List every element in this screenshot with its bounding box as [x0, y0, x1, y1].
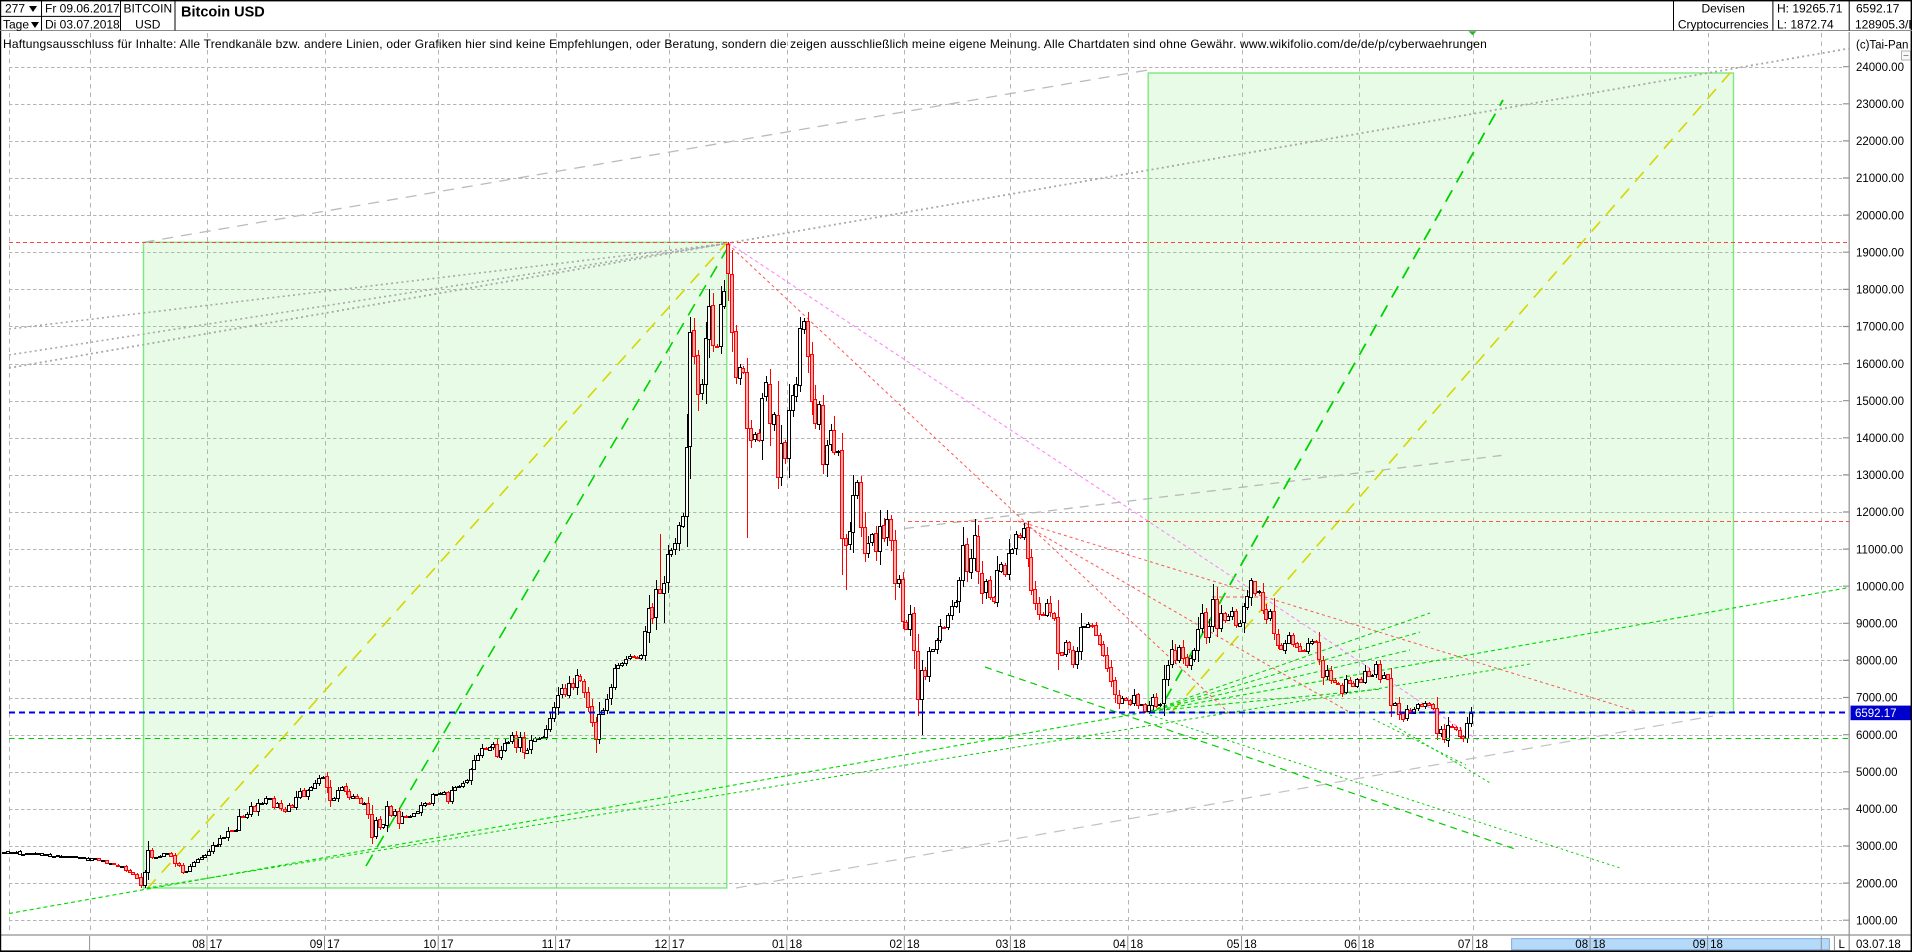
svg-text:4000.00: 4000.00 [1856, 804, 1898, 816]
svg-text:8000.00: 8000.00 [1856, 656, 1898, 668]
svg-text:14000.00: 14000.00 [1856, 433, 1904, 445]
svg-text:20000.00: 20000.00 [1856, 210, 1904, 222]
svg-text:18000.00: 18000.00 [1856, 285, 1904, 297]
svg-text:3000.00: 3000.00 [1856, 841, 1898, 853]
svg-text:03: 03 [996, 939, 1009, 951]
svg-text:18: 18 [1244, 939, 1257, 951]
svg-text:7000.00: 7000.00 [1856, 693, 1898, 705]
svg-text:128905.3/E: 128905.3/E [1855, 18, 1912, 32]
svg-text:6000.00: 6000.00 [1856, 730, 1898, 742]
svg-text:05: 05 [1227, 939, 1240, 951]
svg-text:08: 08 [192, 939, 205, 951]
svg-text:Di 03.07.2018: Di 03.07.2018 [45, 18, 120, 32]
svg-text:10000.00: 10000.00 [1856, 581, 1904, 593]
svg-text:Tage: Tage [3, 18, 29, 32]
svg-text:5000.00: 5000.00 [1856, 767, 1898, 779]
svg-text:17: 17 [327, 939, 340, 951]
svg-text:L: 1872.74: L: 1872.74 [1777, 18, 1834, 32]
svg-text:18: 18 [1593, 939, 1606, 951]
svg-text:09: 09 [1693, 939, 1706, 951]
svg-text:02: 02 [890, 939, 903, 951]
svg-text:21000.00: 21000.00 [1856, 173, 1904, 185]
svg-text:Fr 09.06.2017: Fr 09.06.2017 [45, 2, 120, 16]
svg-text:9000.00: 9000.00 [1856, 619, 1898, 631]
svg-text:22000.00: 22000.00 [1856, 136, 1904, 148]
svg-text:6592.17: 6592.17 [1856, 2, 1900, 16]
svg-text:17: 17 [441, 939, 454, 951]
svg-text:17: 17 [558, 939, 571, 951]
svg-text:07: 07 [1458, 939, 1471, 951]
svg-text:Cryptocurrencies: Cryptocurrencies [1678, 18, 1769, 32]
svg-text:12000.00: 12000.00 [1856, 507, 1904, 519]
svg-text:10: 10 [423, 939, 436, 951]
svg-text:24000.00: 24000.00 [1856, 62, 1904, 74]
svg-text:16000.00: 16000.00 [1856, 359, 1904, 371]
svg-text:08: 08 [1575, 939, 1588, 951]
svg-text:USD: USD [135, 18, 161, 32]
svg-text:23000.00: 23000.00 [1856, 99, 1904, 111]
svg-text:277: 277 [5, 2, 25, 16]
svg-text:03.07.18: 03.07.18 [1856, 939, 1901, 951]
svg-text:18: 18 [1362, 939, 1375, 951]
svg-text:17: 17 [672, 939, 685, 951]
svg-text:18: 18 [1130, 939, 1143, 951]
svg-text:13000.00: 13000.00 [1856, 470, 1904, 482]
svg-text:18: 18 [1013, 939, 1026, 951]
svg-text:Devisen: Devisen [1702, 2, 1745, 16]
svg-text:Haftungsausschluss für Inhalte: Haftungsausschluss für Inhalte: Alle Tre… [3, 37, 1487, 51]
svg-text:17000.00: 17000.00 [1856, 322, 1904, 334]
svg-text:6592.17: 6592.17 [1855, 708, 1897, 720]
svg-text:09: 09 [310, 939, 323, 951]
svg-text:1000.00: 1000.00 [1856, 915, 1898, 927]
svg-text:06: 06 [1344, 939, 1357, 951]
svg-text:11: 11 [542, 939, 554, 951]
svg-text:18: 18 [1475, 939, 1488, 951]
svg-text:L: L [1839, 939, 1846, 951]
svg-text:17: 17 [210, 939, 223, 951]
svg-text:01: 01 [772, 939, 785, 951]
svg-text:12: 12 [655, 939, 668, 951]
svg-text:2000.00: 2000.00 [1856, 878, 1898, 890]
svg-text:18: 18 [789, 939, 802, 951]
svg-text:(c)Tai-Pan: (c)Tai-Pan [1856, 40, 1908, 52]
svg-text:BITCOIN: BITCOIN [123, 2, 172, 16]
svg-text:H: 19265.71: H: 19265.71 [1777, 2, 1843, 16]
svg-text:15000.00: 15000.00 [1856, 396, 1904, 408]
svg-text:18: 18 [907, 939, 920, 951]
svg-text:Bitcoin USD: Bitcoin USD [181, 4, 265, 20]
svg-text:18: 18 [1710, 939, 1723, 951]
svg-text:11000.00: 11000.00 [1856, 544, 1903, 556]
svg-text:19000.00: 19000.00 [1856, 247, 1904, 259]
svg-text:04: 04 [1113, 939, 1126, 951]
